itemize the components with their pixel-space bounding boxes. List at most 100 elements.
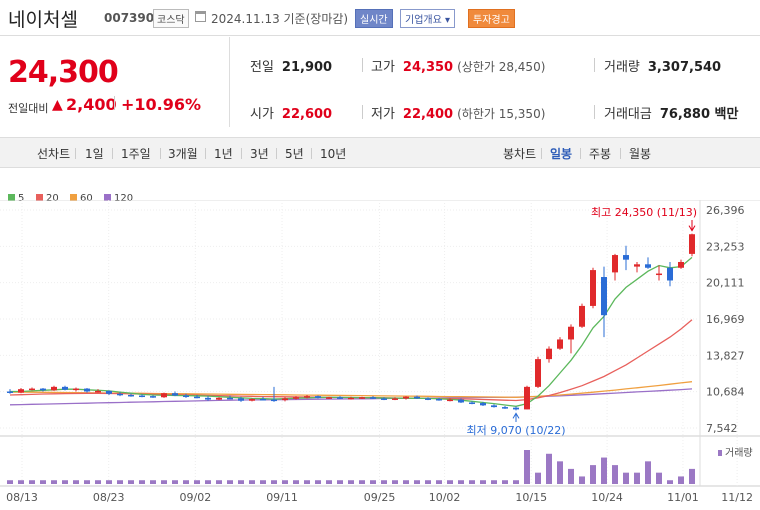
candle-body xyxy=(447,399,453,402)
candle-body xyxy=(150,396,156,398)
candle-body xyxy=(304,396,310,398)
candle-body xyxy=(95,390,101,393)
candle-body xyxy=(29,388,35,391)
candle-body xyxy=(513,407,519,410)
volume-bar xyxy=(557,461,563,484)
divider xyxy=(205,148,206,159)
stat-volume: 거래량 3,307,540 xyxy=(604,56,721,75)
volume-bar xyxy=(150,480,156,484)
volume-bar xyxy=(502,480,508,484)
stat-high-label: 고가 xyxy=(371,60,395,75)
tab-daily[interactable]: 일봉 xyxy=(550,147,573,161)
candle-body xyxy=(491,405,497,408)
candle-body xyxy=(645,264,651,268)
stat-prev-value: 21,900 xyxy=(281,60,333,75)
candle-body xyxy=(205,397,211,400)
candle-body xyxy=(381,398,387,400)
candle-body xyxy=(546,348,552,360)
volume-label: 거래량 xyxy=(725,447,753,459)
divider xyxy=(311,148,312,159)
high-arrow-icon xyxy=(688,225,696,232)
y-tick-label: 13,827 xyxy=(706,349,745,362)
candle-body xyxy=(689,234,695,254)
candle-body xyxy=(260,399,266,401)
company-info-dropdown[interactable]: 기업개요 ▾ xyxy=(400,9,455,28)
tab-3y[interactable]: 3년 xyxy=(250,147,269,161)
tab-10y[interactable]: 10년 xyxy=(320,147,347,161)
candle-body xyxy=(579,305,585,327)
candle-body xyxy=(271,399,277,402)
x-tick-label: 08/13 xyxy=(6,491,38,504)
tab-1w[interactable]: 1주일 xyxy=(121,147,151,161)
stock-name: 네이처셀 xyxy=(8,9,78,31)
volume-bar xyxy=(227,480,233,484)
volume-bar xyxy=(73,480,79,484)
tab-1d[interactable]: 1일 xyxy=(85,147,104,161)
volume-bar xyxy=(304,480,310,484)
candle-body xyxy=(403,396,409,399)
volume-bar xyxy=(161,480,167,484)
candle-body xyxy=(414,396,420,399)
x-tick-label: 09/02 xyxy=(180,491,212,504)
x-tick-label: 10/02 xyxy=(429,491,461,504)
candle-body xyxy=(436,399,442,401)
divider xyxy=(362,105,363,119)
volume-bar xyxy=(546,453,552,484)
volume-bar xyxy=(7,480,13,484)
x-tick-label: 08/23 xyxy=(93,491,125,504)
price-panel: 24,300 전일대비 ▲ 2,400 +10.96% xyxy=(0,37,230,127)
candle-body xyxy=(425,398,431,400)
candle-body xyxy=(117,393,123,396)
tab-5y[interactable]: 5년 xyxy=(285,147,304,161)
volume-bar xyxy=(95,480,101,484)
volume-bar xyxy=(271,480,277,484)
x-tick-label: 10/24 xyxy=(591,491,623,504)
volume-bar xyxy=(337,480,343,484)
volume-bar xyxy=(216,480,222,484)
legend-swatch xyxy=(36,194,43,201)
tab-3m[interactable]: 3개월 xyxy=(168,147,198,161)
candle-body xyxy=(359,397,365,399)
candle-chart-label: 봉차트 xyxy=(503,147,537,161)
volume-bar xyxy=(623,472,629,484)
tab-monthly[interactable]: 월봉 xyxy=(629,147,652,161)
volume-bar xyxy=(172,480,178,484)
y-tick-label: 7,542 xyxy=(706,422,738,435)
legend-ma60: 60 xyxy=(70,193,93,204)
candle-body xyxy=(634,264,640,267)
volume-bar xyxy=(348,480,354,484)
line-chart-label: 선차트 xyxy=(37,147,71,161)
tab-1y[interactable]: 1년 xyxy=(214,147,233,161)
investment-warning-badge[interactable]: 투자경고 xyxy=(468,9,515,28)
candle-body xyxy=(128,394,134,397)
stat-high: 고가 24,350 (상한가 28,450) xyxy=(371,56,545,75)
candle-body xyxy=(370,397,376,399)
candle-body xyxy=(7,391,13,393)
volume-bar xyxy=(205,480,211,484)
volume-bar xyxy=(491,480,497,484)
divider xyxy=(594,105,595,119)
volume-bar xyxy=(117,480,123,484)
volume-bar xyxy=(403,480,409,484)
volume-bar xyxy=(29,480,35,484)
volume-bar xyxy=(524,450,530,484)
header-bar: 네이처셀 007390 코스닥 2024.11.13 기준(장마감) 실시간 기… xyxy=(0,0,760,36)
volume-bar xyxy=(249,480,255,484)
x-tick-label: 09/25 xyxy=(364,491,396,504)
tab-weekly[interactable]: 주봉 xyxy=(589,147,612,161)
candle-body xyxy=(348,397,354,400)
change-label: 전일대비 xyxy=(8,102,49,115)
axis-labels: 26,396 23,253 20,111 16,969 13,827 10,684 7,54… xyxy=(6,204,753,504)
y-tick-label: 23,253 xyxy=(706,240,745,253)
divider xyxy=(160,148,161,159)
upper-limit: (상한가 28,450) xyxy=(457,60,546,74)
volume-bar xyxy=(381,480,387,484)
volume-bar xyxy=(601,457,607,484)
candle-body xyxy=(62,386,68,390)
candle-body xyxy=(161,393,167,398)
volume-bar xyxy=(40,480,46,484)
volume-bar xyxy=(645,461,651,484)
realtime-button[interactable]: 실시간 xyxy=(355,9,393,28)
volume-legend-swatch xyxy=(718,450,722,456)
price-chart: 26,396 23,253 20,111 16,969 13,827 10,684 7,54… xyxy=(0,200,760,504)
